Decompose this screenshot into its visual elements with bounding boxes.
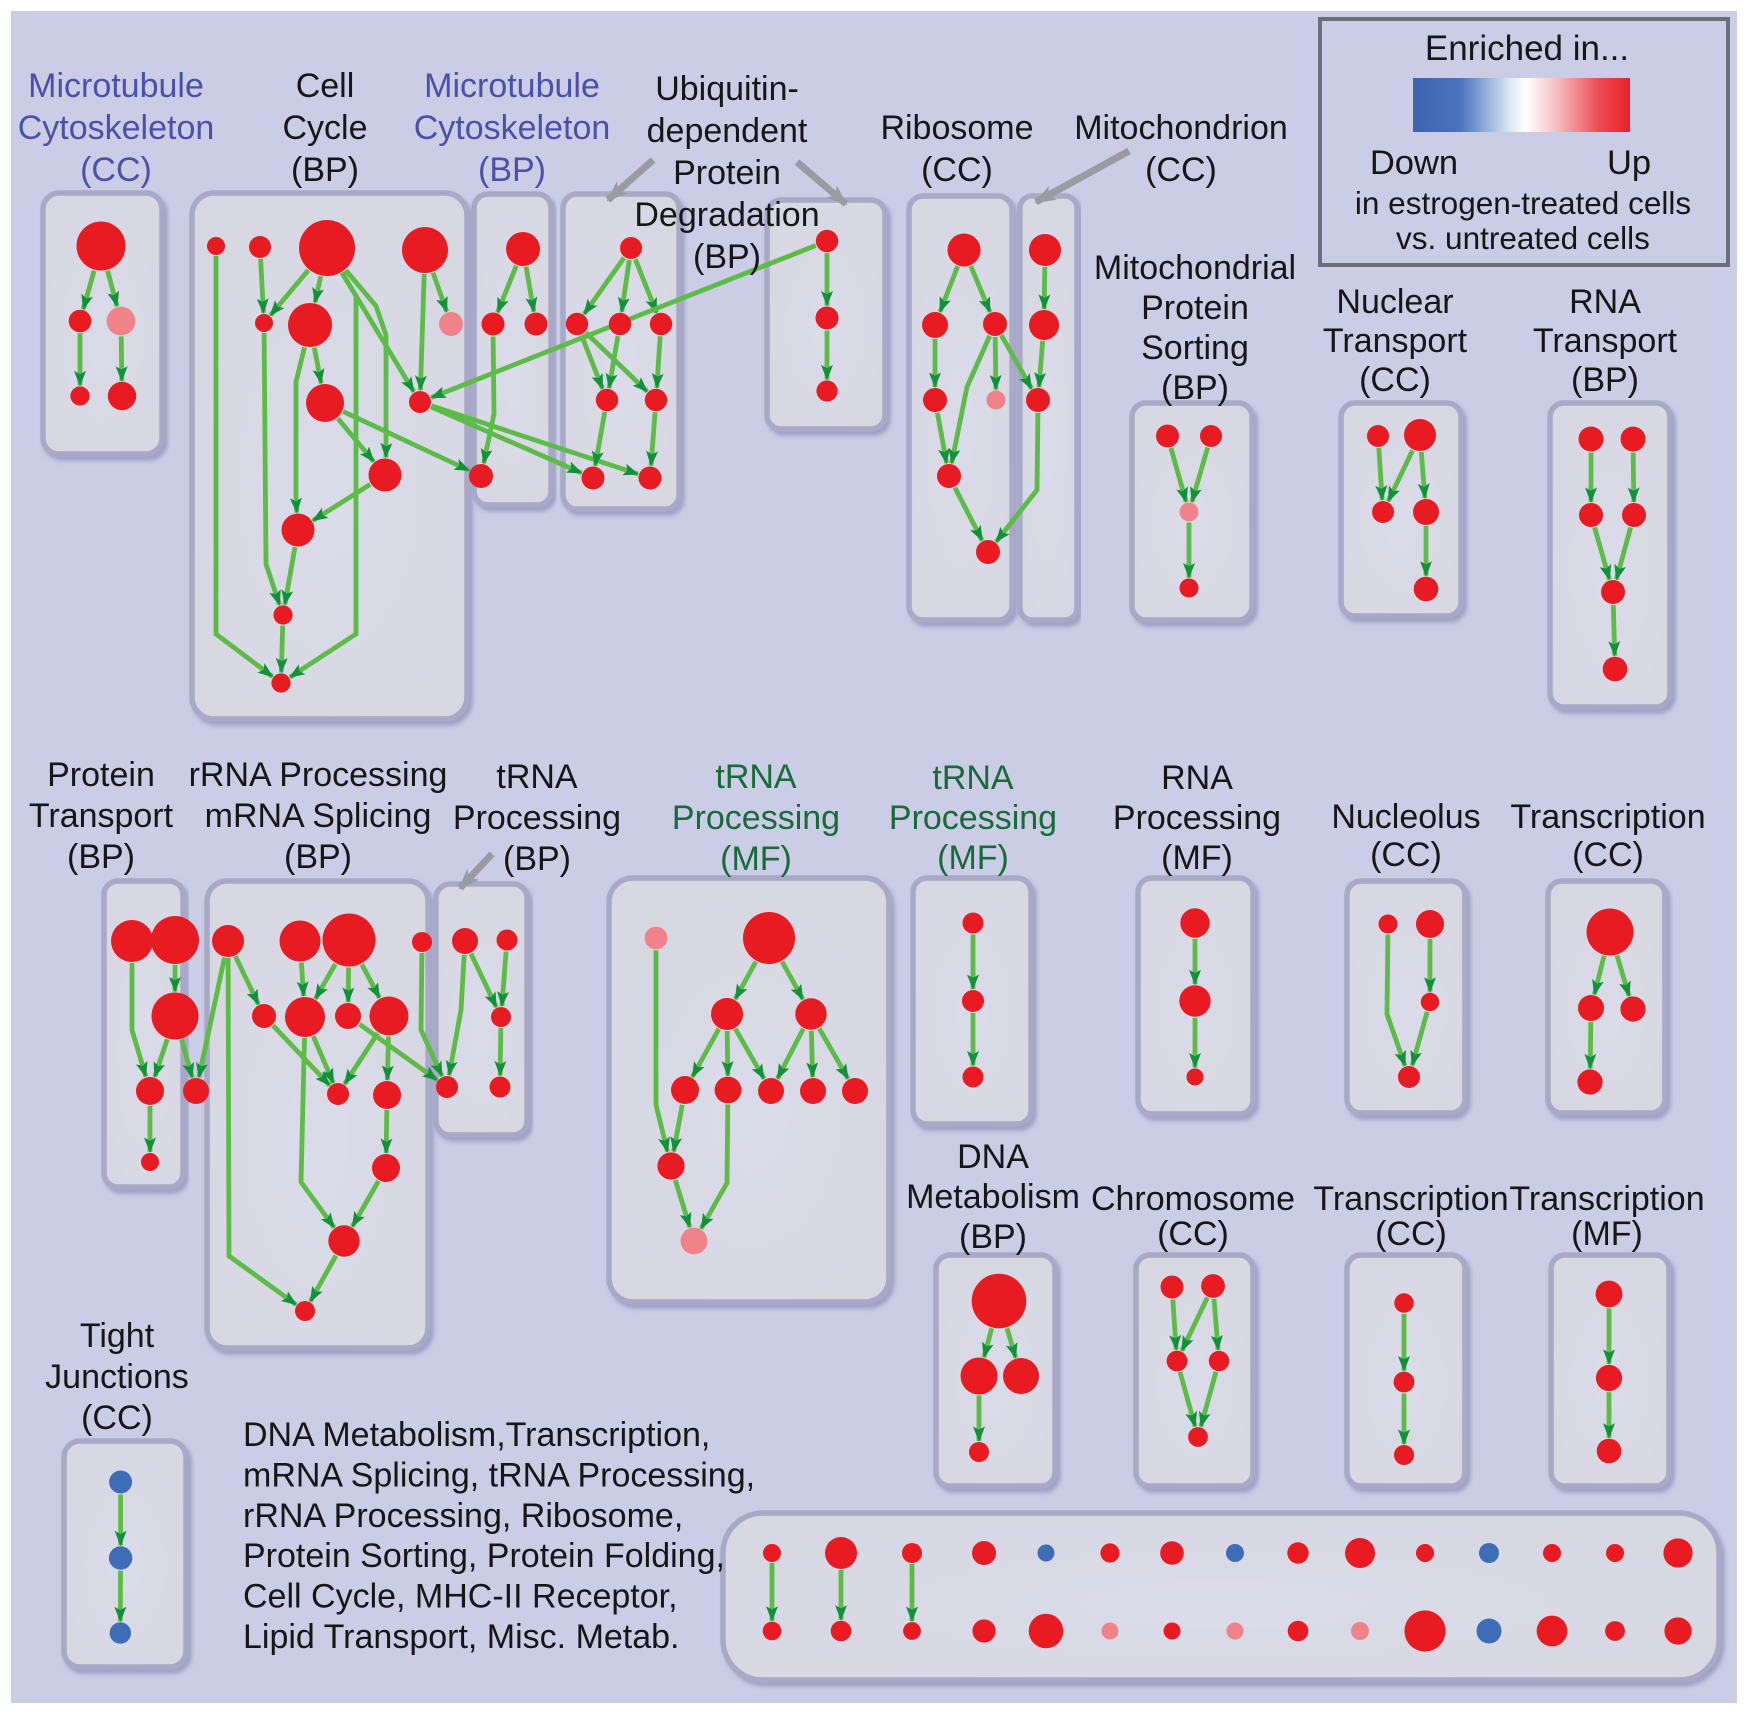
svg-text:(CC): (CC): [1375, 1215, 1447, 1253]
svg-text:(BP): (BP): [693, 238, 761, 276]
svg-text:(CC): (CC): [81, 1399, 153, 1437]
svg-text:Cell Cycle, MHC-II Receptor,: Cell Cycle, MHC-II Receptor,: [243, 1578, 678, 1616]
svg-text:tRNA: tRNA: [496, 758, 578, 796]
svg-text:(CC): (CC): [1145, 151, 1217, 189]
svg-text:tRNA: tRNA: [932, 759, 1014, 797]
svg-text:(BP): (BP): [478, 151, 546, 189]
svg-text:(CC): (CC): [1157, 1215, 1229, 1253]
svg-text:Up: Up: [1607, 144, 1651, 182]
svg-text:(BP): (BP): [291, 151, 359, 189]
svg-text:Transport: Transport: [1323, 322, 1468, 360]
svg-text:DNA: DNA: [957, 1138, 1029, 1176]
svg-text:RNA: RNA: [1569, 283, 1641, 321]
svg-text:(BP): (BP): [959, 1218, 1027, 1256]
svg-text:rRNA Processing: rRNA Processing: [189, 756, 448, 794]
svg-text:Degradation: Degradation: [634, 196, 819, 234]
svg-text:(BP): (BP): [284, 838, 352, 876]
svg-text:Transport: Transport: [1533, 322, 1678, 360]
svg-text:(MF): (MF): [1161, 839, 1233, 877]
svg-text:Processing: Processing: [889, 799, 1057, 837]
svg-text:Ribosome: Ribosome: [880, 109, 1033, 147]
svg-text:(BP): (BP): [1571, 361, 1639, 399]
svg-text:Junctions: Junctions: [45, 1358, 189, 1396]
svg-text:Microtubule: Microtubule: [424, 67, 600, 105]
svg-text:Down: Down: [1370, 144, 1458, 182]
svg-text:Processing: Processing: [672, 799, 840, 837]
svg-text:Tight: Tight: [80, 1317, 155, 1355]
svg-text:Sorting: Sorting: [1141, 329, 1249, 367]
svg-text:Transcription: Transcription: [1510, 798, 1705, 836]
svg-text:Cytoskeleton: Cytoskeleton: [18, 109, 215, 147]
svg-text:Nuclear: Nuclear: [1336, 283, 1453, 321]
svg-text:(BP): (BP): [67, 838, 135, 876]
svg-text:dependent: dependent: [647, 112, 808, 150]
svg-text:Processing: Processing: [453, 799, 621, 837]
svg-text:vs. untreated cells: vs. untreated cells: [1396, 220, 1650, 256]
svg-text:Cytoskeleton: Cytoskeleton: [414, 109, 611, 147]
svg-text:Cell: Cell: [296, 67, 355, 105]
svg-text:Protein Sorting, Protein Foldi: Protein Sorting, Protein Folding,: [243, 1537, 725, 1575]
svg-text:Lipid Transport, Misc. Metab.: Lipid Transport, Misc. Metab.: [243, 1618, 680, 1656]
svg-text:(MF): (MF): [937, 839, 1009, 877]
svg-text:Cycle: Cycle: [282, 109, 367, 147]
svg-text:(CC): (CC): [80, 151, 152, 189]
svg-text:(CC): (CC): [1572, 836, 1644, 874]
svg-text:rRNA Processing, Ribosome,: rRNA Processing, Ribosome,: [243, 1497, 683, 1535]
svg-text:Mitochondrion: Mitochondrion: [1074, 109, 1288, 147]
svg-text:Microtubule: Microtubule: [28, 67, 204, 105]
svg-text:mRNA Splicing, tRNA Processing: mRNA Splicing, tRNA Processing,: [243, 1456, 755, 1494]
svg-text:(BP): (BP): [1161, 369, 1229, 407]
svg-text:Chromosome: Chromosome: [1091, 1180, 1295, 1218]
svg-text:Nucleolus: Nucleolus: [1331, 798, 1480, 836]
svg-text:(CC): (CC): [1359, 361, 1431, 399]
svg-text:mRNA Splicing: mRNA Splicing: [205, 797, 432, 835]
svg-text:tRNA: tRNA: [715, 758, 797, 796]
svg-text:Protein: Protein: [47, 756, 155, 794]
svg-text:Transport: Transport: [29, 797, 174, 835]
svg-text:Mitochondrial: Mitochondrial: [1094, 249, 1296, 287]
svg-text:(CC): (CC): [1370, 836, 1442, 874]
svg-text:Transcription: Transcription: [1509, 1180, 1704, 1218]
svg-text:Processing: Processing: [1113, 799, 1281, 837]
svg-text:in estrogen-treated cells: in estrogen-treated cells: [1355, 185, 1691, 221]
svg-text:Ubiquitin-: Ubiquitin-: [655, 70, 799, 108]
svg-text:(CC): (CC): [921, 151, 993, 189]
svg-text:Enriched in...: Enriched in...: [1425, 29, 1629, 68]
svg-text:RNA: RNA: [1161, 759, 1233, 797]
svg-text:Protein: Protein: [1141, 289, 1249, 327]
svg-text:(BP): (BP): [503, 840, 571, 878]
svg-text:Protein: Protein: [673, 154, 781, 192]
svg-text:(MF): (MF): [720, 840, 792, 878]
svg-text:Metabolism: Metabolism: [906, 1178, 1080, 1216]
svg-text:Transcription: Transcription: [1313, 1180, 1508, 1218]
svg-text:DNA Metabolism,Transcription,: DNA Metabolism,Transcription,: [243, 1416, 710, 1454]
svg-text:(MF): (MF): [1571, 1215, 1643, 1253]
